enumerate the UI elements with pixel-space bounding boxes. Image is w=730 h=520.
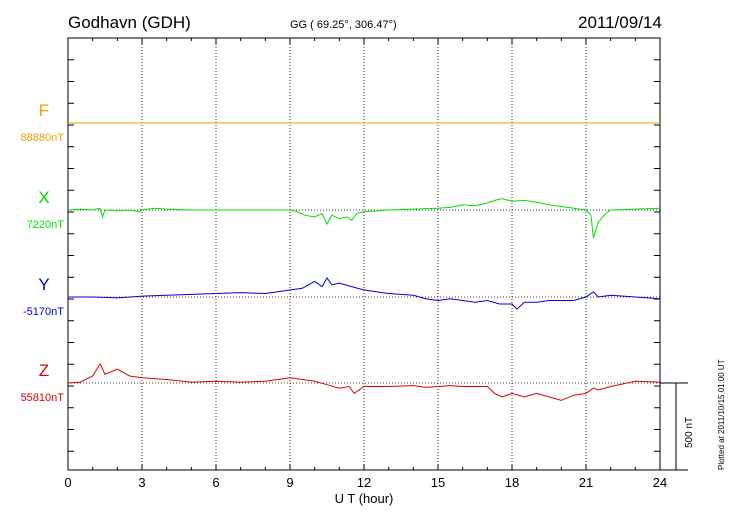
x-tick-label: 12 [357, 475, 371, 490]
axis-ticks [67, 38, 661, 470]
series-lines [67, 122, 661, 401]
x-tick-label: 18 [505, 475, 519, 490]
series-line-z [67, 362, 661, 401]
x-tick-label: 6 [212, 475, 219, 490]
series-line-x [67, 198, 661, 238]
series-name-x: X [38, 188, 49, 207]
series-baseline-value-x: 7220nT [27, 219, 65, 231]
series-name-f: F [39, 101, 49, 120]
chart-date: 2011/09/14 [578, 13, 662, 32]
scale-bar-label: 500 nT [684, 417, 695, 448]
x-tick-label: 21 [579, 475, 593, 490]
x-tick-label: 24 [653, 475, 667, 490]
series-labels: F 88880nT X 7220nT Y -5170nT Z 55810nT [21, 101, 65, 404]
x-tick-labels: 0 3 6 9 12 15 18 21 24 [64, 475, 667, 490]
vertical-gridlines [141, 38, 587, 470]
station-coordinates: GG ( 69.25°, 306.47°) [290, 19, 397, 31]
x-tick-label: 9 [286, 475, 293, 490]
x-axis-label: U T (hour) [335, 491, 394, 506]
series-name-y: Y [38, 275, 49, 294]
station-title: Godhavn (GDH) [68, 13, 191, 32]
series-baseline-value-z: 55810nT [21, 392, 65, 404]
scale-bar: 500 nT [660, 382, 695, 471]
series-baseline-value-y: -5170nT [23, 306, 64, 318]
plotted-timestamp: Plotted at 2011/10/15 01:00 UT [717, 359, 726, 470]
x-tick-label: 0 [64, 475, 71, 490]
series-name-z: Z [39, 361, 49, 380]
series-baseline-value-f: 88880nT [21, 132, 65, 144]
x-tick-label: 15 [431, 475, 445, 490]
series-line-y [68, 276, 661, 310]
x-tick-label: 3 [138, 475, 145, 490]
